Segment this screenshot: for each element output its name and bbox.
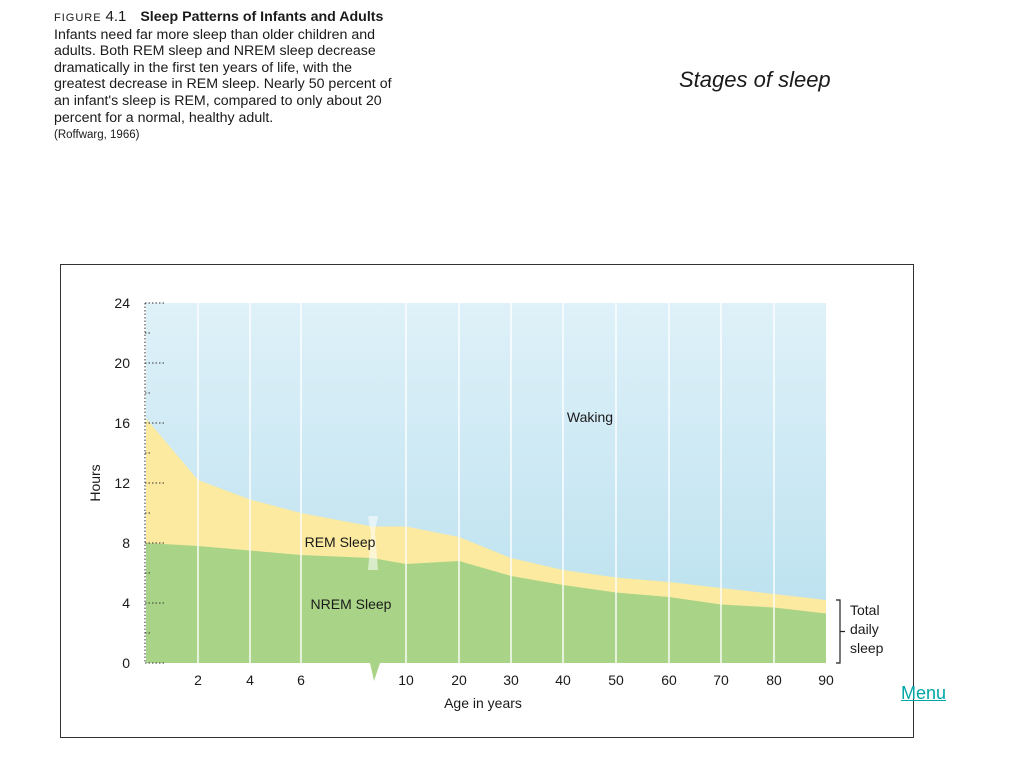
series-label: Waking — [567, 409, 613, 425]
y-tick-label: 4 — [122, 595, 130, 611]
y-tick-label: 0 — [122, 655, 130, 671]
x-tick-label: 50 — [608, 672, 624, 688]
x-tick-label: 10 — [398, 672, 414, 688]
axis-break-tail — [370, 663, 380, 681]
figure-source: (Roffwarg, 1966) — [54, 129, 140, 142]
axis-break-wedge — [368, 516, 378, 570]
y-tick-label: 8 — [122, 535, 130, 551]
x-tick-label: 60 — [661, 672, 677, 688]
x-tick-label: 6 — [297, 672, 305, 688]
x-tick-label: 20 — [451, 672, 467, 688]
x-tick-label: 4 — [246, 672, 254, 688]
x-tick-label: 80 — [766, 672, 782, 688]
y-axis-label: Hours — [87, 464, 103, 501]
x-tick-label: 90 — [818, 672, 834, 688]
y-tick-label: 12 — [114, 475, 130, 491]
y-tick-label: 24 — [114, 295, 130, 311]
chart-frame — [60, 264, 914, 738]
x-tick-label: 40 — [555, 672, 571, 688]
figure-label: FIGURE — [54, 12, 102, 24]
x-tick-label: 2 — [194, 672, 202, 688]
series-label: REM Sleep — [305, 534, 376, 550]
menu-link[interactable]: Menu — [901, 683, 947, 703]
y-tick-label: 20 — [114, 355, 130, 371]
figure-heading: Sleep Patterns of Infants and Adults — [140, 9, 384, 25]
bracket-label-line: Total — [850, 602, 880, 618]
bracket-label-line: daily — [850, 621, 879, 637]
figure-body: Infants need far more sleep than older c… — [54, 26, 392, 126]
x-axis-label: Age in years — [444, 695, 522, 711]
total-sleep-bracket — [836, 599, 845, 664]
slide-title: Stages of sleep — [679, 67, 831, 92]
series-label: NREM Sleep — [311, 596, 392, 612]
figure-number: 4.1 — [105, 8, 127, 25]
y-tick-label: 16 — [114, 415, 130, 431]
x-tick-label: 30 — [503, 672, 519, 688]
x-tick-label: 70 — [713, 672, 729, 688]
nrem-sleep-area — [146, 543, 826, 663]
bracket-label-line: sleep — [850, 640, 884, 656]
figure-caption: FIGURE 4.1 Sleep Patterns of Infants and… — [54, 8, 404, 144]
